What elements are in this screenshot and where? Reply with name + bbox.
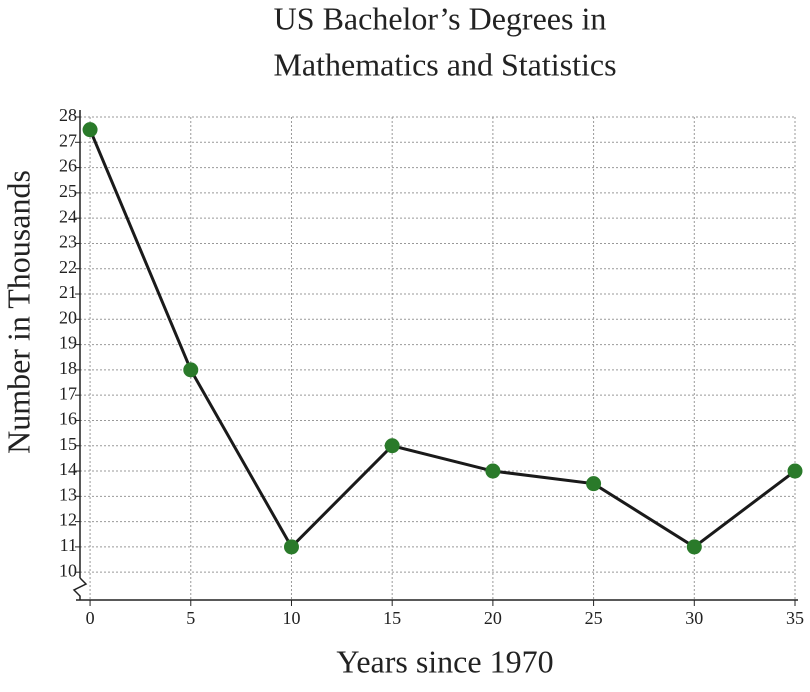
y-tick-label: 12 xyxy=(59,510,77,530)
y-tick-label: 26 xyxy=(59,156,77,176)
y-tick-label: 17 xyxy=(59,383,77,403)
point xyxy=(485,463,501,479)
point xyxy=(686,539,702,555)
y-tick-label: 21 xyxy=(59,282,77,302)
x-tick-label: 30 xyxy=(685,608,703,628)
point xyxy=(787,463,803,479)
x-tick-label: 0 xyxy=(86,608,95,628)
y-axis-label: Number in Thousands xyxy=(0,170,36,454)
y-tick-label: 14 xyxy=(59,459,77,479)
y-tick-label: 28 xyxy=(59,105,77,125)
point xyxy=(82,122,98,138)
x-tick-label: 20 xyxy=(484,608,502,628)
y-tick-label: 13 xyxy=(59,484,77,504)
x-tick-label: 5 xyxy=(186,608,195,628)
y-tick-label: 24 xyxy=(59,206,77,226)
x-tick-label: 10 xyxy=(282,608,300,628)
y-tick-label: 10 xyxy=(59,560,77,580)
line xyxy=(88,129,796,550)
y-tick-label: 20 xyxy=(59,307,77,327)
y-tick-label: 11 xyxy=(60,535,77,555)
y-tick-label: 23 xyxy=(59,232,77,252)
point xyxy=(586,476,602,492)
y-tick-label: 22 xyxy=(59,257,77,277)
axis-break xyxy=(72,577,88,600)
plot xyxy=(82,122,803,555)
x-tick-label: 25 xyxy=(585,608,603,628)
point xyxy=(183,362,199,378)
point xyxy=(384,438,400,454)
x-axis-label: Years since 1970 xyxy=(336,643,553,679)
x-tick-label: 15 xyxy=(383,608,401,628)
y-tick-label: 19 xyxy=(59,333,77,353)
y-tick-label: 16 xyxy=(59,409,77,429)
grid: 10 11 12 13 14 15 16 17 18 19 20 21 22 23 24 25 26 27 28 0 5… xyxy=(59,105,804,628)
point xyxy=(283,539,299,555)
y-tick-label: 18 xyxy=(59,358,77,378)
y-tick-label: 15 xyxy=(59,434,77,454)
chart-title: US Bachelor’s Degrees in xyxy=(274,0,607,36)
y-tick-label: 25 xyxy=(59,181,77,201)
y-tick-label: 27 xyxy=(59,130,77,150)
x-tick-label: 35 xyxy=(786,608,804,628)
chart-title: Mathematics and Statistics xyxy=(273,46,616,82)
